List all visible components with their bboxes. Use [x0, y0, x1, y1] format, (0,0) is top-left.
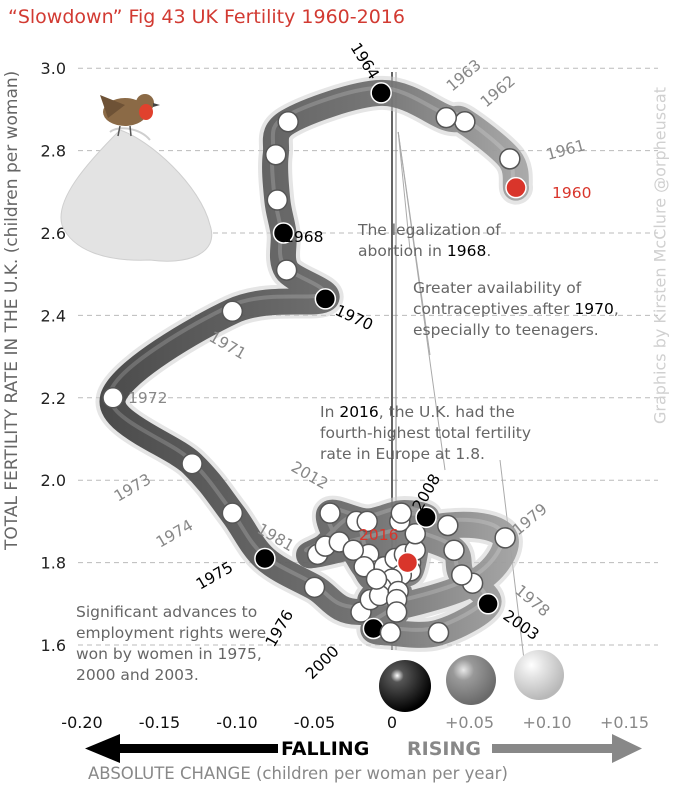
x-tick-label: +0.05 — [445, 713, 494, 732]
annotation-abortion-text: The legalization of abortion in — [358, 221, 501, 260]
y-axis-label: TOTAL FERTILITY RATE IN THE U.K. (childr… — [2, 70, 22, 550]
year-label-1974: 1974 — [153, 516, 196, 551]
year-point-1972 — [102, 387, 124, 409]
year-point-1965 — [277, 111, 299, 133]
year-label-1963: 1963 — [443, 56, 485, 95]
legend-medium-ball — [446, 655, 496, 705]
year-point-2013 — [342, 539, 364, 561]
year-point-1968 — [272, 222, 295, 244]
year-point-2009 — [390, 502, 413, 524]
annotation-abortion-year: 1968 — [446, 242, 487, 260]
annotation-contraceptives-end: , especially to teenagers. — [413, 300, 619, 339]
year-point-1973 — [181, 452, 203, 475]
y-tick-label: 1.8 — [41, 554, 66, 573]
legend-rising-ball — [514, 650, 564, 700]
y-tick-label: 2.4 — [41, 306, 66, 325]
annotation-abortion: The legalization of abortion in 1968. — [358, 220, 518, 262]
year-label-1975: 1975 — [193, 558, 236, 593]
legend-falling-ball — [379, 660, 431, 712]
abortion-leader — [397, 131, 411, 251]
x-axis-label: ABSOLUTE CHANGE (children per woman per … — [88, 764, 508, 783]
year-label-1973: 1973 — [111, 470, 154, 505]
year-label-1970: 1970 — [332, 301, 375, 334]
rising-label: RISING — [407, 738, 481, 760]
annotation-contraceptives: Greater availability of contraceptives a… — [413, 278, 623, 341]
year-point-1961 — [499, 148, 521, 170]
year-label-1972: 1972 — [128, 389, 167, 407]
falling-label: FALLING — [281, 738, 370, 760]
y-tick-label: 3.0 — [41, 59, 66, 78]
year-points — [102, 82, 527, 644]
annotation-europe-end: , the U.K. had the fourth-highest total … — [320, 403, 532, 463]
x-tick-label: -0.20 — [61, 713, 102, 732]
year-point-2001 — [379, 621, 402, 644]
europe-leader — [397, 131, 446, 471]
year-point-1960 — [505, 176, 527, 199]
x-tick-label: +0.15 — [600, 713, 649, 732]
year-point-2015 — [365, 568, 388, 590]
year-point-1976 — [303, 576, 326, 599]
year-point-2011 — [319, 502, 341, 524]
y-tick-label: 2.0 — [41, 471, 66, 490]
y-tick-label: 1.6 — [41, 636, 66, 655]
year-point-1963 — [435, 106, 457, 129]
year-point-1975 — [254, 547, 276, 570]
x-tick-label: -0.10 — [216, 713, 257, 732]
year-point-1964 — [370, 82, 392, 104]
year-point-1971 — [221, 300, 244, 323]
chart-title: “Slowdown” Fig 43 UK Fertility 1960-2016 — [8, 6, 405, 28]
falling-arrow — [85, 734, 278, 763]
year-point-1980 — [437, 514, 459, 537]
annotation-employment: Significant advances to employment right… — [76, 603, 267, 684]
annotation-europe-text: In — [320, 403, 340, 421]
year-point-2004 — [451, 564, 473, 586]
year-label-1961: 1961 — [544, 136, 587, 164]
x-tick-label: 0 — [387, 713, 397, 732]
year-label-1960: 1960 — [552, 184, 591, 202]
annotation-europe-year: 2016 — [339, 403, 379, 421]
year-point-2005 — [443, 539, 465, 561]
year-label-2000: 2000 — [302, 642, 343, 683]
year-point-1966 — [265, 143, 287, 166]
annotation-abortion-end: . — [486, 242, 492, 260]
year-point-1962 — [454, 111, 476, 133]
y-tick-label: 2.6 — [41, 224, 66, 243]
year-point-1970 — [314, 288, 337, 310]
year-label-1968: 1968 — [284, 228, 323, 246]
x-tick-label: +0.10 — [522, 713, 571, 732]
year-point-2016 — [396, 551, 419, 574]
year-point-2002 — [427, 621, 450, 644]
annotation-contraceptives-year: 1970 — [574, 300, 614, 318]
year-point-1974 — [221, 502, 244, 524]
year-label-1971: 1971 — [206, 328, 249, 363]
bird-sack-illustration — [60, 94, 213, 262]
year-point-2003 — [477, 593, 499, 615]
year-point-1969 — [275, 259, 298, 281]
year-point-1967 — [266, 189, 289, 211]
year-label-1979: 1979 — [509, 500, 551, 539]
x-tick-label: -0.15 — [139, 713, 180, 732]
y-tick-label: 2.2 — [41, 389, 66, 408]
year-point-2010 — [356, 510, 378, 533]
annotation-europe: In 2016, the U.K. had the fourth-highest… — [320, 402, 550, 465]
year-label-1964: 1964 — [347, 40, 383, 83]
rising-arrow — [492, 734, 642, 763]
x-tick-label: -0.05 — [294, 713, 335, 732]
year-point-1979 — [494, 527, 516, 549]
year-label-1962: 1962 — [477, 72, 519, 111]
annotation-contraceptives-text: Greater availability of contraceptives a… — [413, 279, 582, 318]
year-point-1999 — [385, 601, 408, 623]
y-tick-label: 2.8 — [41, 142, 66, 161]
year-point-2006 — [404, 523, 426, 545]
year-label-2016: 2016 — [359, 526, 398, 544]
year-point-2008 — [415, 506, 437, 529]
graphics-credit: Graphics by Kirsten McClure @orpheuscat — [650, 86, 670, 425]
